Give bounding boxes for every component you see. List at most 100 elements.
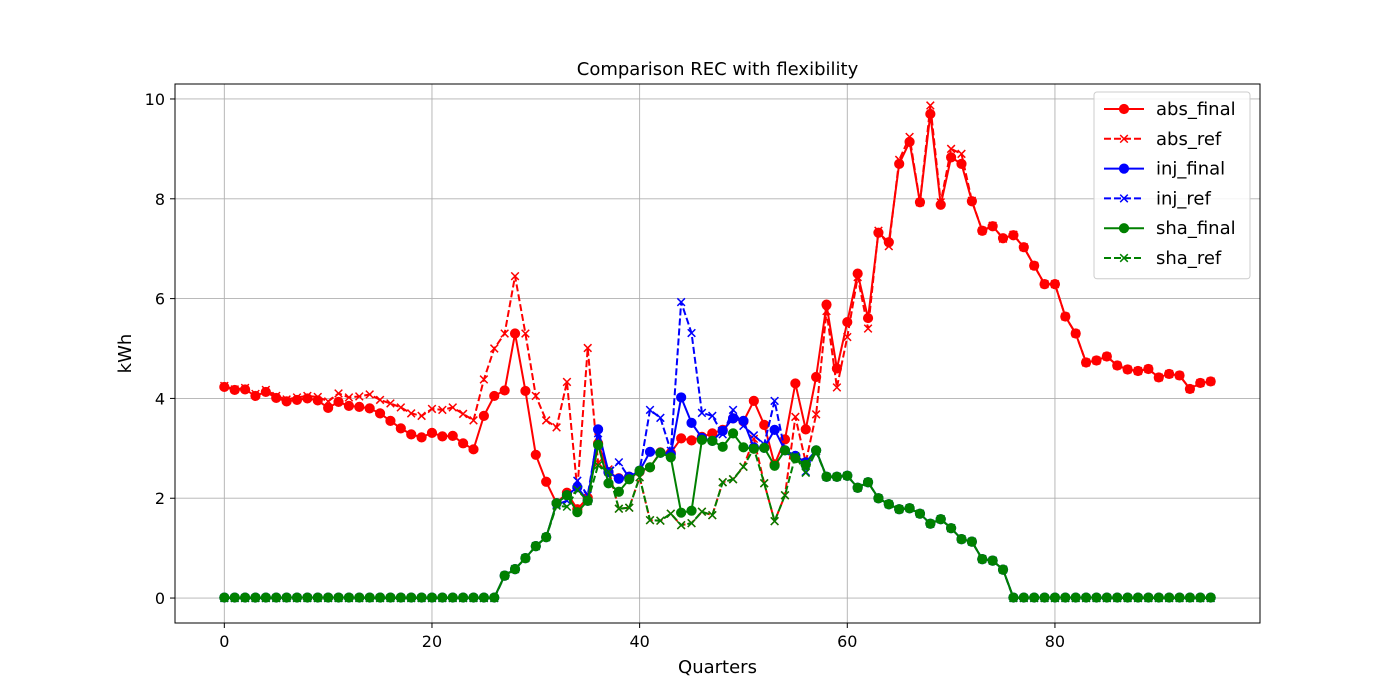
abs_ref-point <box>334 389 343 398</box>
x-tick-label: 0 <box>219 632 229 651</box>
abs_final-point <box>541 476 552 487</box>
abs_ref-point <box>261 385 271 395</box>
inj_final-point <box>769 424 780 435</box>
abs_ref-point <box>936 197 946 207</box>
abs_ref-point <box>842 332 852 342</box>
x-tick-label: 40 <box>629 632 649 651</box>
sha_final-point <box>644 462 656 473</box>
sha_final-point <box>759 442 770 453</box>
legend-label-abs_final: abs_final <box>1156 99 1236 120</box>
sha_ref-point <box>1092 593 1101 603</box>
abs_ref-point <box>458 409 468 419</box>
sha_ref-point <box>780 490 790 500</box>
sha_ref-point <box>521 553 530 563</box>
sha_final-point <box>686 505 697 516</box>
sha_ref-point <box>874 493 883 503</box>
inj_ref-point <box>676 297 686 307</box>
sha_ref-point <box>219 593 229 603</box>
sha_ref-point <box>593 460 603 470</box>
abs_ref-point <box>1185 384 1195 394</box>
sha_ref-point <box>344 593 354 603</box>
legend-label-inj_final: inj_final <box>1156 159 1225 180</box>
sha_ref-point <box>801 468 811 478</box>
sha_final-point <box>769 460 780 471</box>
legend-abs_final-point <box>1118 103 1130 115</box>
sha_ref-point <box>635 472 644 482</box>
sha_ref-point <box>749 443 759 453</box>
legend-sha_ref-point <box>1119 253 1129 263</box>
sha_ref-point <box>853 483 862 493</box>
abs_ref-point <box>863 324 873 333</box>
sha_final-point <box>655 447 666 458</box>
abs_ref-point <box>282 395 291 404</box>
sha_ref-point <box>770 516 779 526</box>
y-tick-label: 8 <box>155 190 165 209</box>
abs_ref-point <box>417 411 426 421</box>
sha_ref-point <box>1081 593 1091 603</box>
abs_final-point <box>499 385 510 396</box>
abs_ref-point <box>438 405 447 415</box>
sha_ref-point <box>438 593 447 603</box>
sha_ref-point <box>1112 593 1122 603</box>
sha_ref-point <box>832 472 842 482</box>
abs_ref-point <box>240 383 250 393</box>
x-tick-label: 60 <box>837 632 857 651</box>
sha_ref-point <box>1009 593 1018 603</box>
sha_ref-point <box>645 515 655 525</box>
sha_ref-point <box>894 504 904 514</box>
sha_ref-point <box>1029 593 1039 603</box>
abs_ref-point <box>1081 358 1091 367</box>
abs_final-point <box>489 390 500 402</box>
y-tick-label: 6 <box>155 290 165 309</box>
sha_ref-point <box>510 564 520 574</box>
abs_ref-point <box>811 410 821 419</box>
sha_ref-point <box>1185 593 1195 603</box>
legend-entry-abs_ref: abs_ref <box>1104 129 1222 150</box>
abs_final-point <box>759 419 770 430</box>
sha_ref-point <box>365 593 375 603</box>
abs_ref-point <box>583 343 593 353</box>
abs_ref-line <box>224 104 1211 527</box>
sha_ref-point <box>251 593 260 603</box>
sha_final-point <box>696 434 708 445</box>
abs_ref-point <box>219 381 229 391</box>
x-tick-label: 80 <box>1045 632 1065 651</box>
abs_ref-point <box>500 329 509 338</box>
legend-label-sha_ref: sha_ref <box>1156 248 1222 269</box>
y-tick-label: 4 <box>155 389 165 408</box>
abs_final-point <box>343 400 355 412</box>
abs_final-point <box>686 435 697 446</box>
abs_final-point <box>800 424 811 435</box>
abs_ref-point <box>1102 352 1112 361</box>
sha_ref-point <box>282 593 291 603</box>
inj_ref-point <box>573 476 582 486</box>
abs_final-point <box>406 429 417 440</box>
x-tick-label: 20 <box>422 632 442 651</box>
sha_final-point <box>779 445 791 456</box>
inj_final-point <box>686 417 697 428</box>
abs_ref-point <box>365 390 375 399</box>
sha_final-point <box>572 507 583 518</box>
sha_ref-point <box>791 451 800 461</box>
sha_ref-point <box>458 593 468 603</box>
sha_ref-point <box>303 593 312 603</box>
legend-inj_ref-point <box>1119 194 1129 203</box>
inj_ref-point <box>593 429 603 438</box>
sha_ref-point <box>998 565 1008 574</box>
abs_final-point <box>821 299 832 310</box>
sha_ref-point <box>1050 593 1060 603</box>
abs_ref-point <box>427 404 437 414</box>
sha_ref-point <box>417 593 426 603</box>
sha_ref-point <box>500 571 509 580</box>
abs_ref-point <box>375 395 385 405</box>
sha_ref-point <box>936 514 946 524</box>
abs_ref-point <box>1019 242 1029 252</box>
abs_ref-point <box>230 385 240 394</box>
abs_ref-point <box>1029 261 1039 270</box>
abs_ref-point <box>1164 369 1174 379</box>
abs_ref-point <box>489 344 499 353</box>
sha_ref-point <box>406 593 416 603</box>
y-tick-label: 10 <box>145 90 165 109</box>
inj_final-point <box>613 473 624 484</box>
